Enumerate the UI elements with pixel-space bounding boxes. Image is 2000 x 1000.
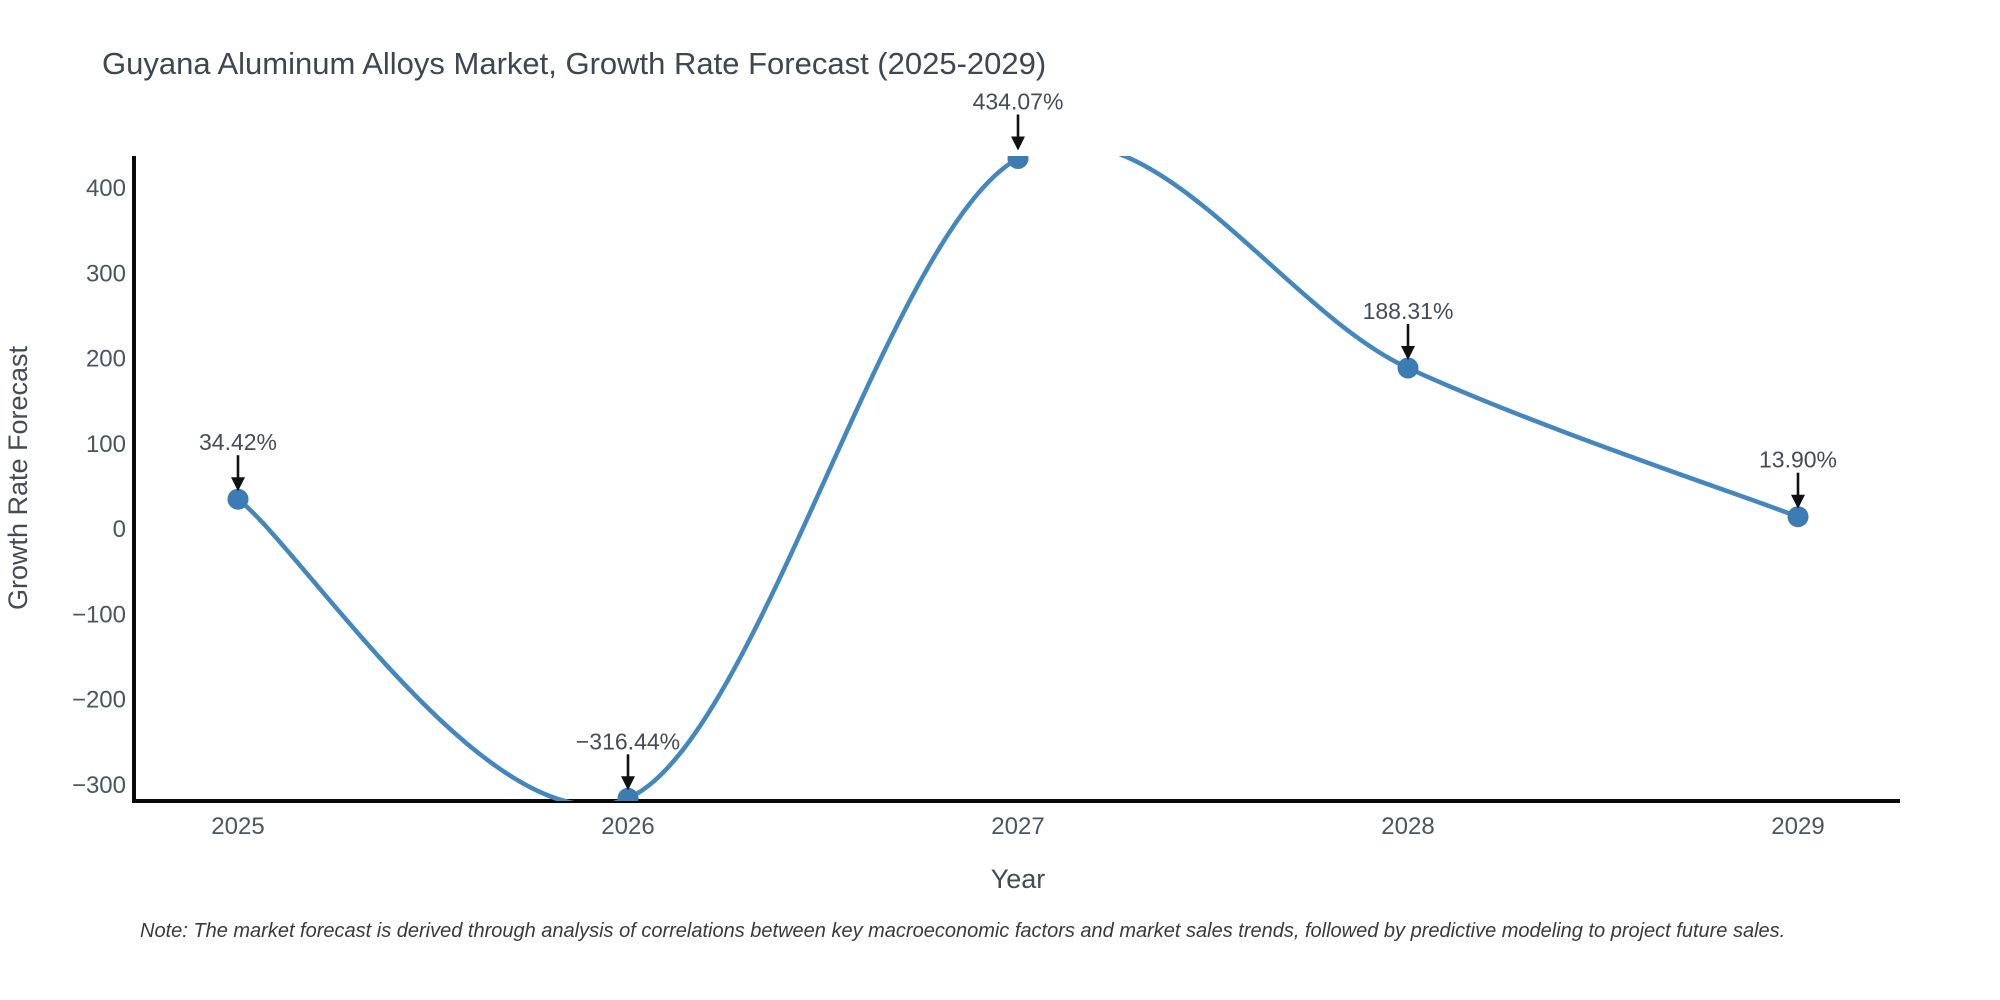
data-point-marker xyxy=(1007,156,1029,169)
data-point-marker xyxy=(227,488,249,510)
annotation-label: −316.44% xyxy=(576,728,680,754)
x-axis-title: Year xyxy=(991,864,1046,894)
y-tick-label: 0 xyxy=(113,516,126,543)
annotation-label: 188.31% xyxy=(1363,298,1454,324)
annotation-label: 434.07% xyxy=(973,89,1064,115)
y-axis-tick-labels: 400 300 200 100 0 −100 −200 −300 xyxy=(72,175,126,799)
y-tick-label: 200 xyxy=(86,346,126,373)
annotation-arrowhead xyxy=(1011,136,1025,151)
annotation-arrowhead xyxy=(1401,346,1415,360)
data-point-marker xyxy=(617,787,639,801)
x-tick-label: 2027 xyxy=(991,813,1044,840)
data-point-marker xyxy=(1397,357,1419,379)
y-tick-label: −300 xyxy=(72,772,126,799)
x-tick-label: 2026 xyxy=(601,813,654,840)
x-tick-label: 2029 xyxy=(1771,813,1824,840)
annotation-arrowhead xyxy=(1791,494,1805,509)
y-tick-label: 100 xyxy=(86,431,126,458)
y-tick-label: 300 xyxy=(86,260,126,287)
data-series xyxy=(227,156,1809,801)
annotation-arrowhead xyxy=(621,776,635,791)
y-tick-label: −200 xyxy=(72,687,126,714)
data-point-marker xyxy=(1787,506,1809,528)
note-text: Note: The market forecast is derived thr… xyxy=(140,920,1785,942)
annotation-label: 34.42% xyxy=(199,429,277,455)
trend-line xyxy=(235,156,1801,801)
y-tick-label: 400 xyxy=(86,175,126,202)
annotation-arrowhead xyxy=(231,477,245,492)
x-tick-label: 2025 xyxy=(211,813,264,840)
point-annotations: 34.42% −316.44% 434.07% 188.31% 13.90% xyxy=(199,89,1837,791)
x-tick-label: 2028 xyxy=(1381,813,1434,840)
y-tick-label: −100 xyxy=(72,601,126,628)
chart-title: Guyana Aluminum Alloys Market, Growth Ra… xyxy=(102,46,1046,81)
x-axis-tick-labels: 2025 2026 2027 2028 2029 xyxy=(211,813,1824,840)
y-axis-title: Growth Rate Forecast xyxy=(3,345,33,610)
annotation-label: 13.90% xyxy=(1759,447,1837,473)
